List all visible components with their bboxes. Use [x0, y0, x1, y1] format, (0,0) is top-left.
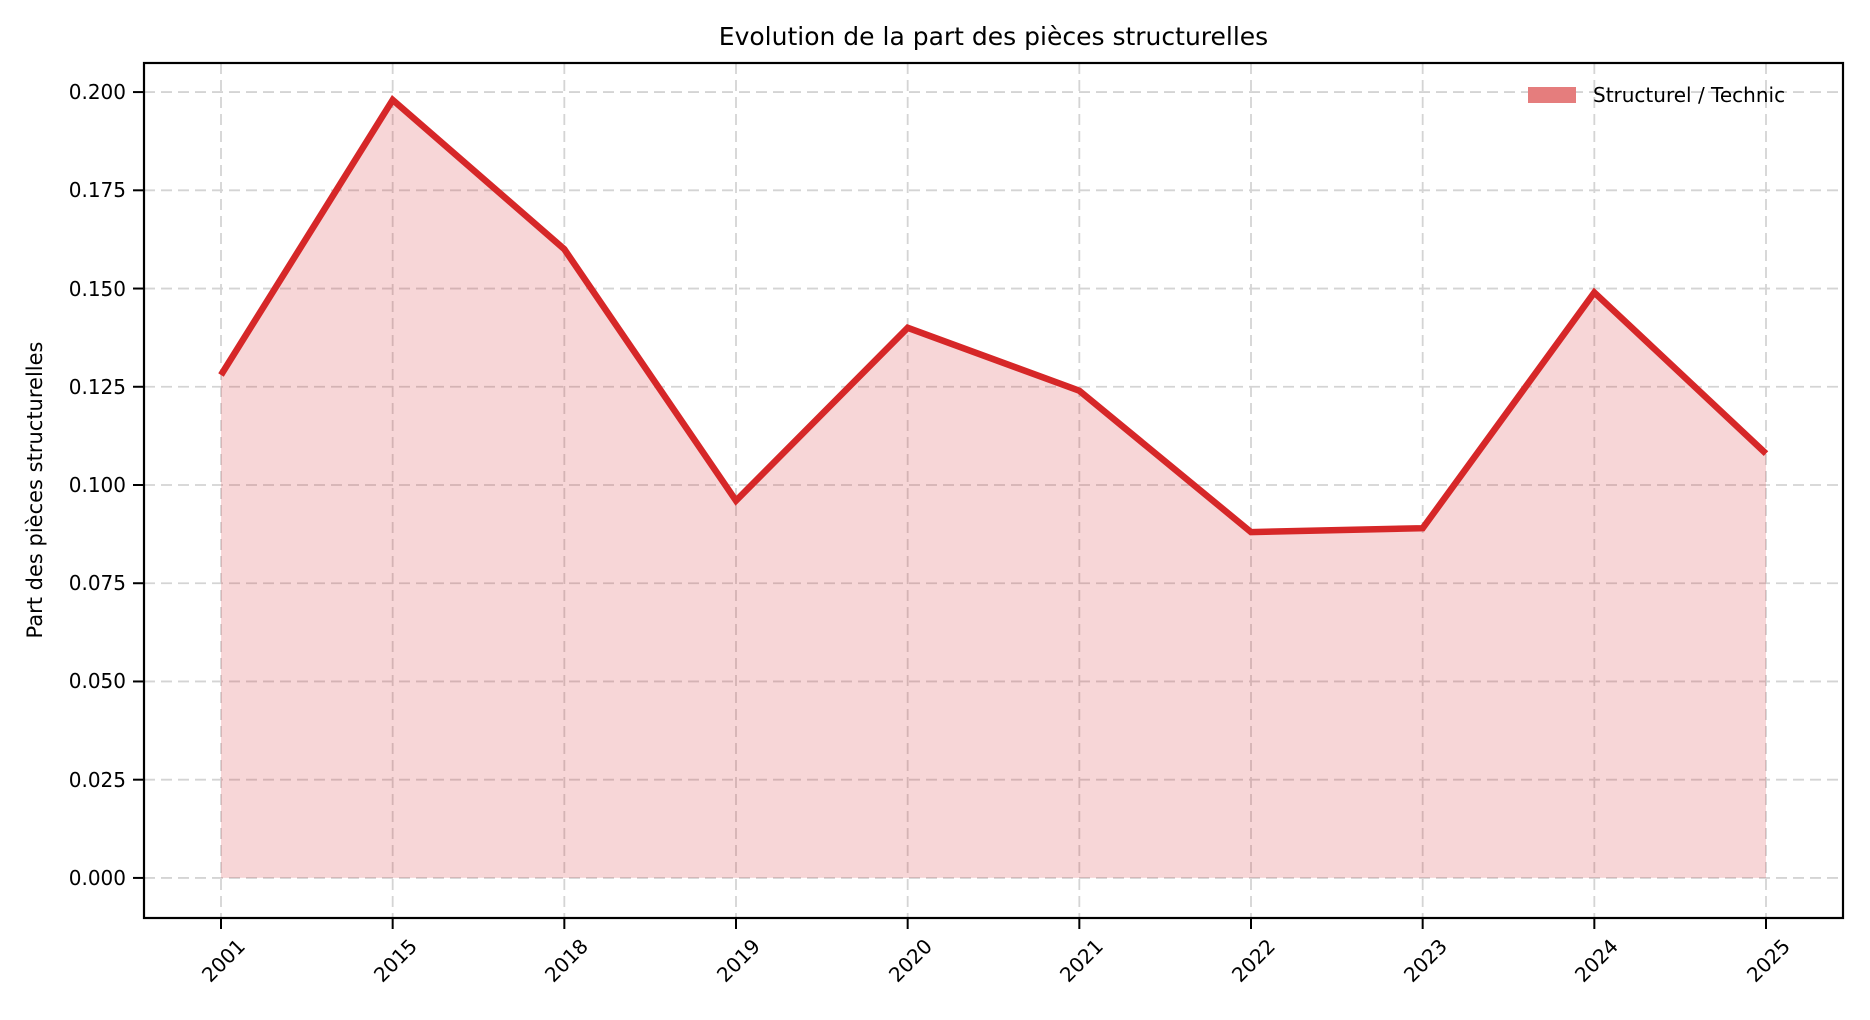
y-tick-label: 0.025	[68, 767, 126, 792]
y-tick-label: 0.050	[68, 669, 126, 694]
y-tick-label: 0.000	[68, 865, 126, 890]
tick-marks	[133, 91, 1767, 929]
series-line	[218, 94, 1769, 536]
legend-swatch	[1528, 87, 1576, 103]
chart-title: Evolution de la part des pièces structur…	[718, 22, 1269, 51]
legend: Structurel / Technic	[1528, 83, 1785, 107]
y-tick-label: 0.125	[68, 374, 126, 399]
y-tick-label: 0.200	[68, 80, 126, 105]
y-tick-label: 0.150	[68, 276, 126, 301]
plot-border	[142, 61, 1845, 920]
y-tick-label: 0.075	[68, 571, 126, 596]
legend-label: Structurel / Technic	[1593, 83, 1786, 107]
axes-group	[133, 61, 1845, 929]
area-fill	[221, 99, 1766, 878]
y-tick-label: 0.175	[68, 178, 126, 203]
y-tick-label: 0.100	[68, 472, 126, 497]
grid	[144, 63, 1843, 918]
